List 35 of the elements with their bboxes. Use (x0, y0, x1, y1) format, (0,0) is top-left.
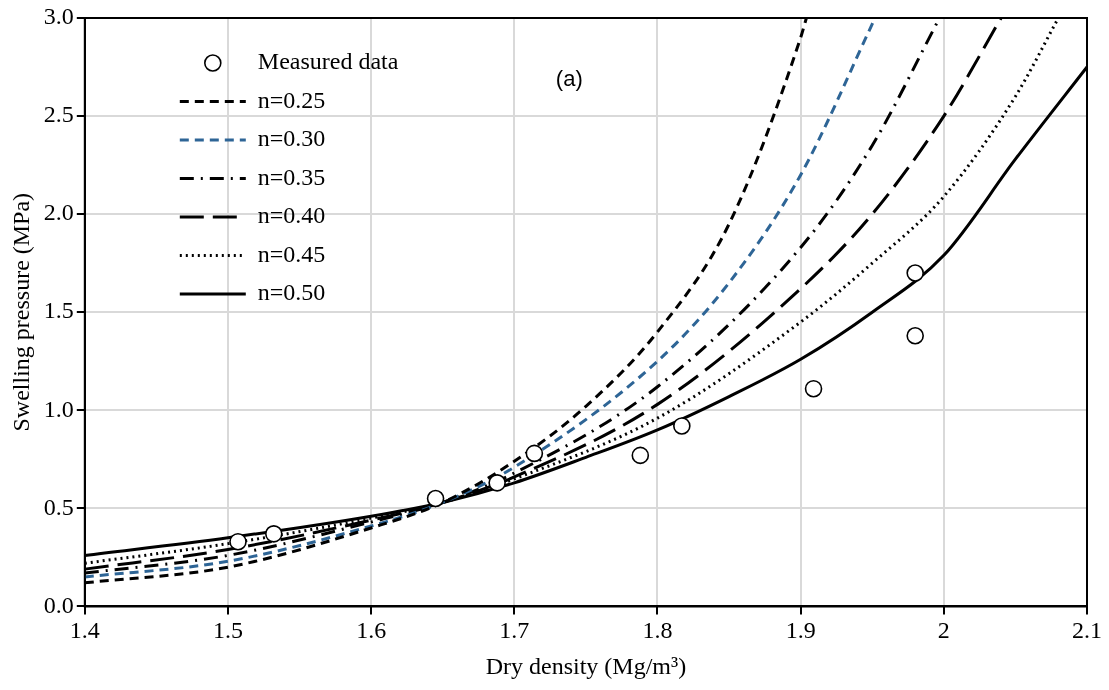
y-tick-label: 0.0 (43, 591, 74, 618)
legend-label: n=0.50 (257, 279, 326, 306)
legend-label: Measured data (257, 48, 399, 75)
point (906, 264, 924, 282)
y-tick-label: 3.0 (43, 3, 74, 30)
point (673, 417, 691, 435)
legend-label: n=0.40 (257, 202, 326, 229)
y-tick-label: 2.0 (43, 199, 74, 226)
legend-label: n=0.25 (257, 86, 326, 113)
y-axis-title: Swelling pressure (MPa) (7, 192, 34, 432)
point (264, 525, 283, 543)
x-axis-title: Dry density (Mg/m³) (485, 652, 687, 679)
y-tick-label: 1.0 (43, 395, 74, 422)
x-tick-label: 1.7 (499, 617, 530, 644)
legend-label: n=0.30 (257, 125, 326, 152)
x-tick-label: 1.5 (212, 617, 243, 644)
x-tick-label: 1.8 (642, 617, 673, 644)
x-tick-label: 1.9 (785, 617, 816, 644)
x-tick-label: 1.4 (69, 617, 100, 644)
point (488, 474, 506, 492)
point (804, 379, 823, 398)
point (229, 532, 247, 551)
annotation: (a) (555, 66, 583, 92)
legend-label: n=0.35 (257, 163, 326, 190)
legend-label: n=0.45 (257, 240, 326, 267)
y-tick-label: 1.5 (43, 297, 74, 324)
point (906, 326, 924, 345)
y-tick-label: 0.5 (43, 493, 74, 520)
x-tick-label: 1.6 (356, 617, 387, 644)
point (631, 446, 650, 465)
y-tick-label: 2.5 (43, 101, 74, 128)
x-tick-label: 2.1 (1072, 617, 1102, 644)
point (525, 444, 544, 463)
point (426, 489, 445, 508)
x-tick-label: 2 (937, 617, 950, 644)
